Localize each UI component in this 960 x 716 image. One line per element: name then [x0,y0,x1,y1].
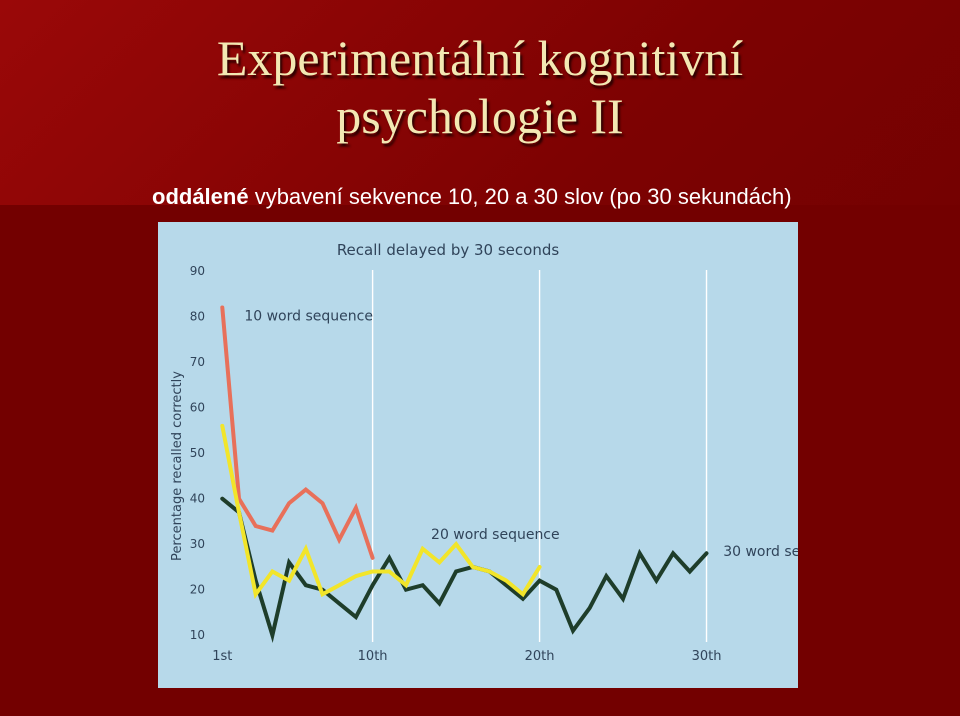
chart-title: Recall delayed by 30 seconds [337,241,560,259]
series-line [220,423,542,600]
series-label: 20 word sequence [431,527,560,543]
y-tick-label: 50 [190,446,205,460]
series-labels: 10 word sequence 20 word sequence 30 word … [244,309,851,560]
line-chart: Recall delayed by 30 seconds Percentage … [170,241,852,664]
x-tick-label: 1st [212,649,232,664]
chart-panel: Recall delayed by 30 seconds Percentage … [158,222,852,688]
y-tick-label: 20 [190,583,205,597]
series-label: 10 word sequence [244,309,373,325]
y-tick-label: 10 [190,628,205,642]
y-tick-label: 70 [190,355,205,369]
x-tick-label: 30th [692,649,722,664]
y-axis-ticks: 10 20 30 40 50 60 70 80 90 [190,264,205,642]
y-tick-label: 80 [190,310,205,324]
y-axis-label: Percentage recalled correctly [170,371,185,561]
series-line [220,496,709,643]
y-tick-label: 40 [190,492,205,506]
series-group [220,305,709,643]
x-tick-label: 20th [525,649,555,664]
y-tick-label: 60 [190,401,205,415]
slide-title-line2: psychologie II [336,88,624,144]
subtitle-rest: vybavení sekvence 10, 20 a 30 slov (po 3… [248,184,792,209]
slide-subtitle: oddálené vybavení sekvence 10, 20 a 30 s… [152,184,792,210]
x-axis-ticks: 1st 10th 20th 30th [212,270,721,664]
y-tick-label: 30 [190,537,205,551]
series-label: 30 word sequence [723,544,798,560]
series-line [220,305,375,560]
subtitle-bold: oddálené [152,184,249,209]
y-tick-label: 90 [190,264,205,278]
slide-title-line1: Experimentální kognitivní [216,30,744,86]
x-tick-label: 10th [358,649,388,664]
